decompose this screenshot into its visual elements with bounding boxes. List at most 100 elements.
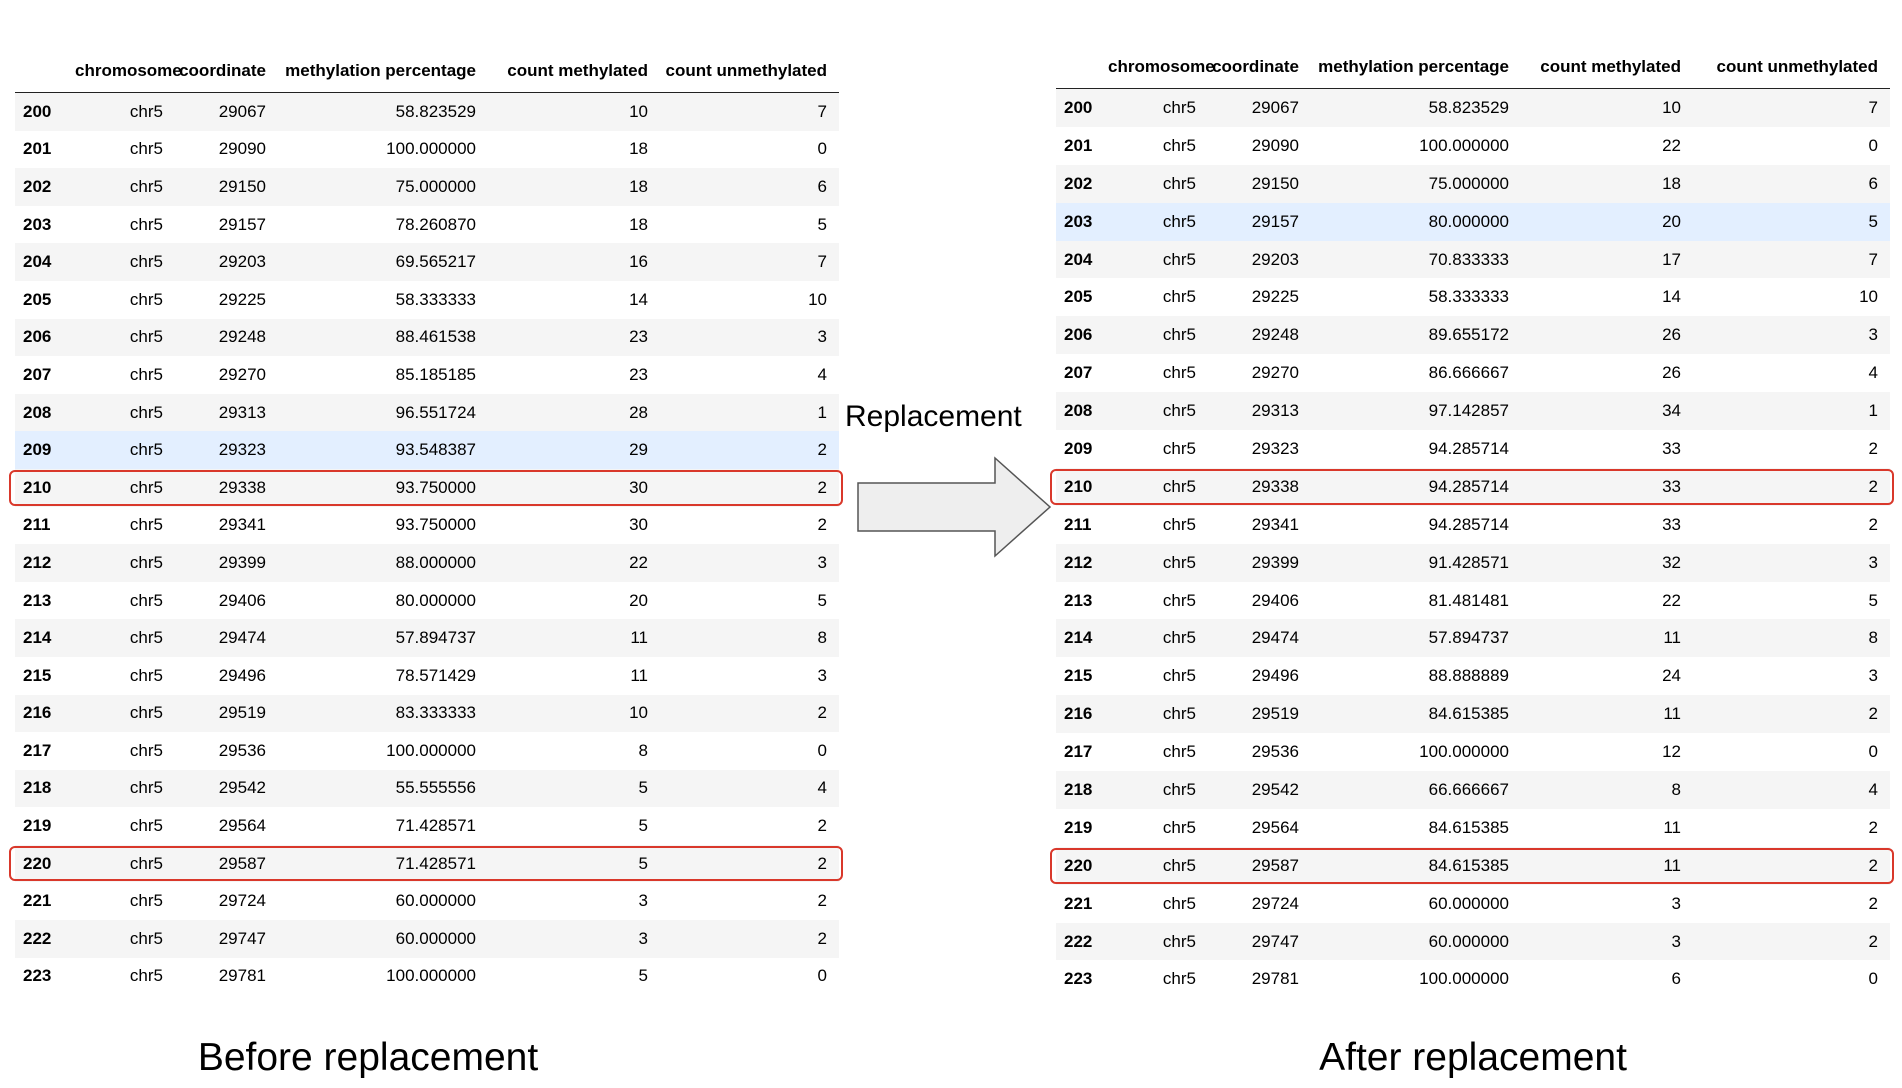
cell-chromosome: chr5 [1108,126,1208,165]
cell-count-unmethylated: 2 [660,694,839,733]
cell-count-methylated: 22 [488,544,660,582]
table-row: 219 chr5 29564 84.615385 11 2 [1056,808,1890,847]
table-row: 204 chr5 29203 70.833333 17 7 [1056,240,1890,279]
cell-count-methylated: 8 [488,732,660,770]
cell-count-unmethylated: 1 [660,393,839,432]
cell-count-unmethylated: 10 [660,280,839,319]
table-row: 223 chr5 29781 100.000000 6 0 [1056,960,1890,999]
cell-methylation-percentage: 80.000000 [1311,202,1521,241]
table-row: 206 chr5 29248 88.461538 23 3 [15,318,839,357]
cell-index: 222 [15,920,75,958]
cell-count-methylated: 33 [1521,505,1693,544]
cell-count-unmethylated: 1 [1693,392,1890,431]
cell-chromosome: chr5 [1108,278,1208,317]
cell-count-methylated: 5 [488,807,660,845]
cell-chromosome: chr5 [75,882,175,921]
cell-chromosome: chr5 [1108,581,1208,620]
cell-count-methylated: 30 [488,468,660,507]
cell-count-methylated: 10 [488,694,660,733]
cell-coordinate: 29587 [1208,846,1311,885]
cell-count-unmethylated: 2 [660,468,839,507]
table-row: 202 chr5 29150 75.000000 18 6 [15,168,839,206]
table-row: 207 chr5 29270 85.185185 23 4 [15,356,839,394]
cell-index: 202 [15,168,75,206]
cell-index: 219 [1056,808,1108,847]
cell-count-unmethylated: 2 [1693,695,1890,734]
cell-coordinate: 29203 [175,243,278,281]
cell-index: 204 [15,243,75,281]
table-row: 208 chr5 29313 96.551724 28 1 [15,393,839,432]
cell-methylation-percentage: 58.823529 [278,92,488,131]
cell-coordinate: 29564 [1208,808,1311,847]
cell-count-unmethylated: 0 [1693,960,1890,999]
cell-methylation-percentage: 57.894737 [1311,619,1521,658]
cell-count-methylated: 24 [1521,657,1693,696]
cell-index: 201 [1056,126,1108,165]
replacement-label: Replacement [845,400,1022,433]
cell-index: 219 [15,807,75,845]
cell-index: 206 [15,318,75,357]
cell-methylation-percentage: 75.000000 [278,168,488,206]
cell-coordinate: 29270 [175,356,278,394]
column-header-index [1056,46,1108,89]
cell-methylation-percentage: 88.000000 [278,544,488,582]
cell-coordinate: 29399 [1208,543,1311,582]
cell-chromosome: chr5 [1108,619,1208,658]
cell-count-unmethylated: 0 [1693,126,1890,165]
cell-count-unmethylated: 5 [1693,581,1890,620]
cell-index: 215 [15,656,75,695]
cell-coordinate: 29496 [175,656,278,695]
table-row: 214 chr5 29474 57.894737 11 8 [1056,619,1890,658]
after-table: chromosome coordinate methylation percenta… [1056,46,1890,999]
cell-chromosome: chr5 [1108,202,1208,241]
cell-count-methylated: 22 [1521,126,1693,165]
cell-methylation-percentage: 66.666667 [1311,771,1521,809]
cell-chromosome: chr5 [1108,316,1208,355]
cell-coordinate: 29067 [175,92,278,131]
table-row: 210 chr5 29338 94.285714 33 2 [1056,467,1890,506]
cell-coordinate: 29323 [175,431,278,469]
cell-chromosome: chr5 [75,769,175,808]
cell-count-methylated: 26 [1521,316,1693,355]
cell-count-unmethylated: 2 [660,506,839,545]
cell-index: 210 [1056,467,1108,506]
after-caption: After replacement [1319,1036,1627,1079]
after-table-header: chromosome coordinate methylation percenta… [1056,46,1890,89]
cell-chromosome: chr5 [1108,733,1208,772]
cell-methylation-percentage: 58.333333 [1311,278,1521,317]
cell-coordinate: 29341 [175,506,278,545]
cell-coordinate: 29225 [175,280,278,319]
cell-index: 209 [15,431,75,469]
cell-coordinate: 29323 [1208,430,1311,468]
table-row: 203 chr5 29157 78.260870 18 5 [15,205,839,244]
cell-index: 217 [15,732,75,770]
cell-methylation-percentage: 100.000000 [1311,960,1521,999]
cell-methylation-percentage: 84.615385 [1311,695,1521,734]
cell-coordinate: 29519 [1208,695,1311,734]
cell-coordinate: 29150 [1208,164,1311,203]
cell-count-methylated: 14 [488,280,660,319]
cell-count-methylated: 20 [488,581,660,620]
cell-index: 211 [15,506,75,545]
cell-coordinate: 29248 [1208,316,1311,355]
cell-coordinate: 29542 [175,769,278,808]
cell-count-methylated: 11 [488,656,660,695]
cell-count-unmethylated: 7 [660,92,839,131]
cell-count-methylated: 6 [1521,960,1693,999]
cell-coordinate: 29067 [1208,88,1311,127]
cell-index: 222 [1056,922,1108,961]
cell-chromosome: chr5 [75,957,175,996]
cell-count-methylated: 11 [1521,808,1693,847]
cell-methylation-percentage: 91.428571 [1311,543,1521,582]
cell-methylation-percentage: 60.000000 [278,882,488,921]
cell-chromosome: chr5 [1108,922,1208,961]
cell-index: 216 [1056,695,1108,734]
cell-coordinate: 29781 [175,957,278,996]
cell-count-methylated: 29 [488,431,660,469]
cell-count-methylated: 18 [488,130,660,169]
cell-chromosome: chr5 [75,205,175,244]
cell-count-methylated: 18 [488,205,660,244]
cell-index: 205 [1056,278,1108,317]
table-row: 221 chr5 29724 60.000000 3 2 [1056,884,1890,923]
column-header-count-methylated: count methylated [488,50,660,93]
